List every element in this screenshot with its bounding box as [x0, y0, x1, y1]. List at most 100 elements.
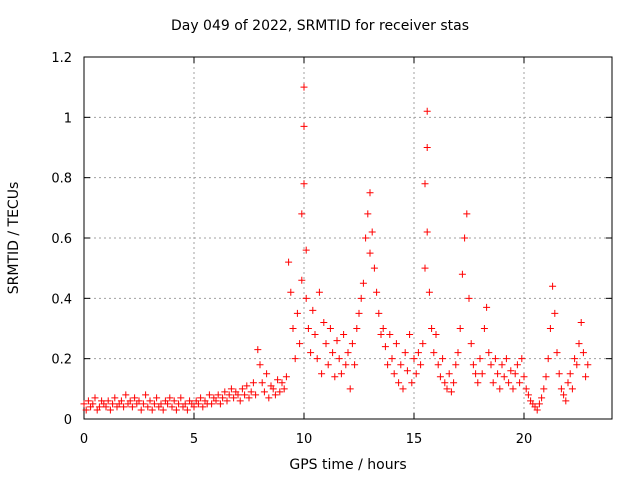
- data-point: [359, 279, 367, 287]
- data-point: [392, 340, 400, 348]
- data-point: [555, 370, 563, 378]
- data-point: [120, 403, 128, 411]
- data-point: [540, 385, 548, 393]
- data-point: [322, 340, 330, 348]
- y-tick-label: 1.2: [51, 51, 72, 66]
- data-point: [551, 309, 559, 317]
- data-point: [553, 349, 561, 357]
- data-point: [560, 391, 568, 399]
- data-point: [122, 391, 130, 399]
- data-point: [223, 397, 231, 405]
- data-point: [408, 379, 416, 387]
- y-tick-label: 0.2: [51, 353, 72, 368]
- data-point: [153, 394, 161, 402]
- data-point: [243, 382, 251, 390]
- data-point: [476, 355, 484, 363]
- data-point: [225, 391, 233, 399]
- data-point: [80, 400, 88, 408]
- data-point: [428, 325, 436, 332]
- data-point: [423, 228, 431, 236]
- axis-ticks: 0 0.2 0.4 0.6 0.8 1 1.2 0 5 10 15 20: [51, 51, 612, 447]
- data-point: [157, 400, 165, 408]
- chart-title: Day 049 of 2022, SRMTID for receiver sta…: [170, 18, 470, 34]
- data-point: [366, 189, 374, 197]
- data-point: [337, 370, 345, 378]
- data-point: [384, 361, 392, 369]
- data-point: [128, 403, 136, 411]
- data-point: [421, 180, 429, 188]
- data-point: [436, 373, 444, 381]
- data-point: [104, 397, 112, 405]
- data-point: [282, 373, 290, 381]
- data-point: [538, 394, 546, 402]
- data-point: [357, 294, 365, 302]
- data-point: [298, 210, 306, 218]
- y-tick-label: 0.6: [51, 232, 72, 247]
- x-tick-label: 20: [516, 432, 533, 447]
- data-point: [313, 355, 321, 363]
- data-point: [463, 210, 471, 218]
- data-point: [421, 264, 429, 272]
- data-point: [84, 397, 92, 405]
- data-point: [278, 379, 286, 387]
- data-point: [441, 379, 449, 387]
- data-point: [263, 370, 271, 378]
- data-point: [414, 349, 422, 357]
- data-point: [307, 349, 315, 357]
- data-point: [443, 385, 451, 393]
- data-point: [458, 270, 466, 278]
- data-point: [406, 331, 414, 339]
- data-point: [472, 370, 480, 378]
- data-point: [216, 400, 224, 408]
- data-point: [368, 228, 376, 236]
- data-point: [247, 388, 255, 396]
- x-axis-label: GPS time / hours: [289, 457, 407, 473]
- data-point: [362, 234, 370, 242]
- data-point: [102, 403, 110, 411]
- data-point: [318, 370, 326, 378]
- data-point: [518, 355, 526, 363]
- data-point: [106, 406, 114, 414]
- data-point: [258, 379, 266, 387]
- data-point: [335, 355, 343, 363]
- data-point: [377, 331, 385, 339]
- data-point: [353, 325, 361, 332]
- data-point: [342, 361, 350, 369]
- data-point: [95, 403, 103, 411]
- data-point: [315, 288, 323, 296]
- data-point: [388, 355, 396, 363]
- data-point: [300, 180, 308, 188]
- data-point: [234, 391, 242, 399]
- data-point: [304, 325, 312, 332]
- x-tick-label: 10: [296, 432, 313, 447]
- data-point: [469, 361, 477, 369]
- data-point: [238, 385, 246, 393]
- data-point: [491, 355, 499, 363]
- data-point: [344, 349, 352, 357]
- data-point: [373, 288, 381, 296]
- data-point: [447, 388, 455, 396]
- data-point: [557, 385, 565, 393]
- data-point: [535, 400, 543, 408]
- data-point: [496, 385, 504, 393]
- data-point: [381, 343, 389, 351]
- data-point: [166, 394, 174, 402]
- data-point: [564, 379, 572, 387]
- data-point: [487, 361, 495, 369]
- data-point: [346, 385, 354, 393]
- data-point: [445, 370, 453, 378]
- data-point: [450, 379, 458, 387]
- data-point: [511, 370, 519, 378]
- data-point: [208, 400, 216, 408]
- data-point: [309, 306, 317, 314]
- data-point: [236, 397, 244, 405]
- data-point: [82, 406, 90, 414]
- data-point: [300, 83, 308, 91]
- data-point: [329, 349, 337, 357]
- data-point: [197, 394, 205, 402]
- data-point: [230, 394, 238, 402]
- data-point: [170, 397, 178, 405]
- data-point: [252, 391, 260, 399]
- data-points: [80, 83, 592, 414]
